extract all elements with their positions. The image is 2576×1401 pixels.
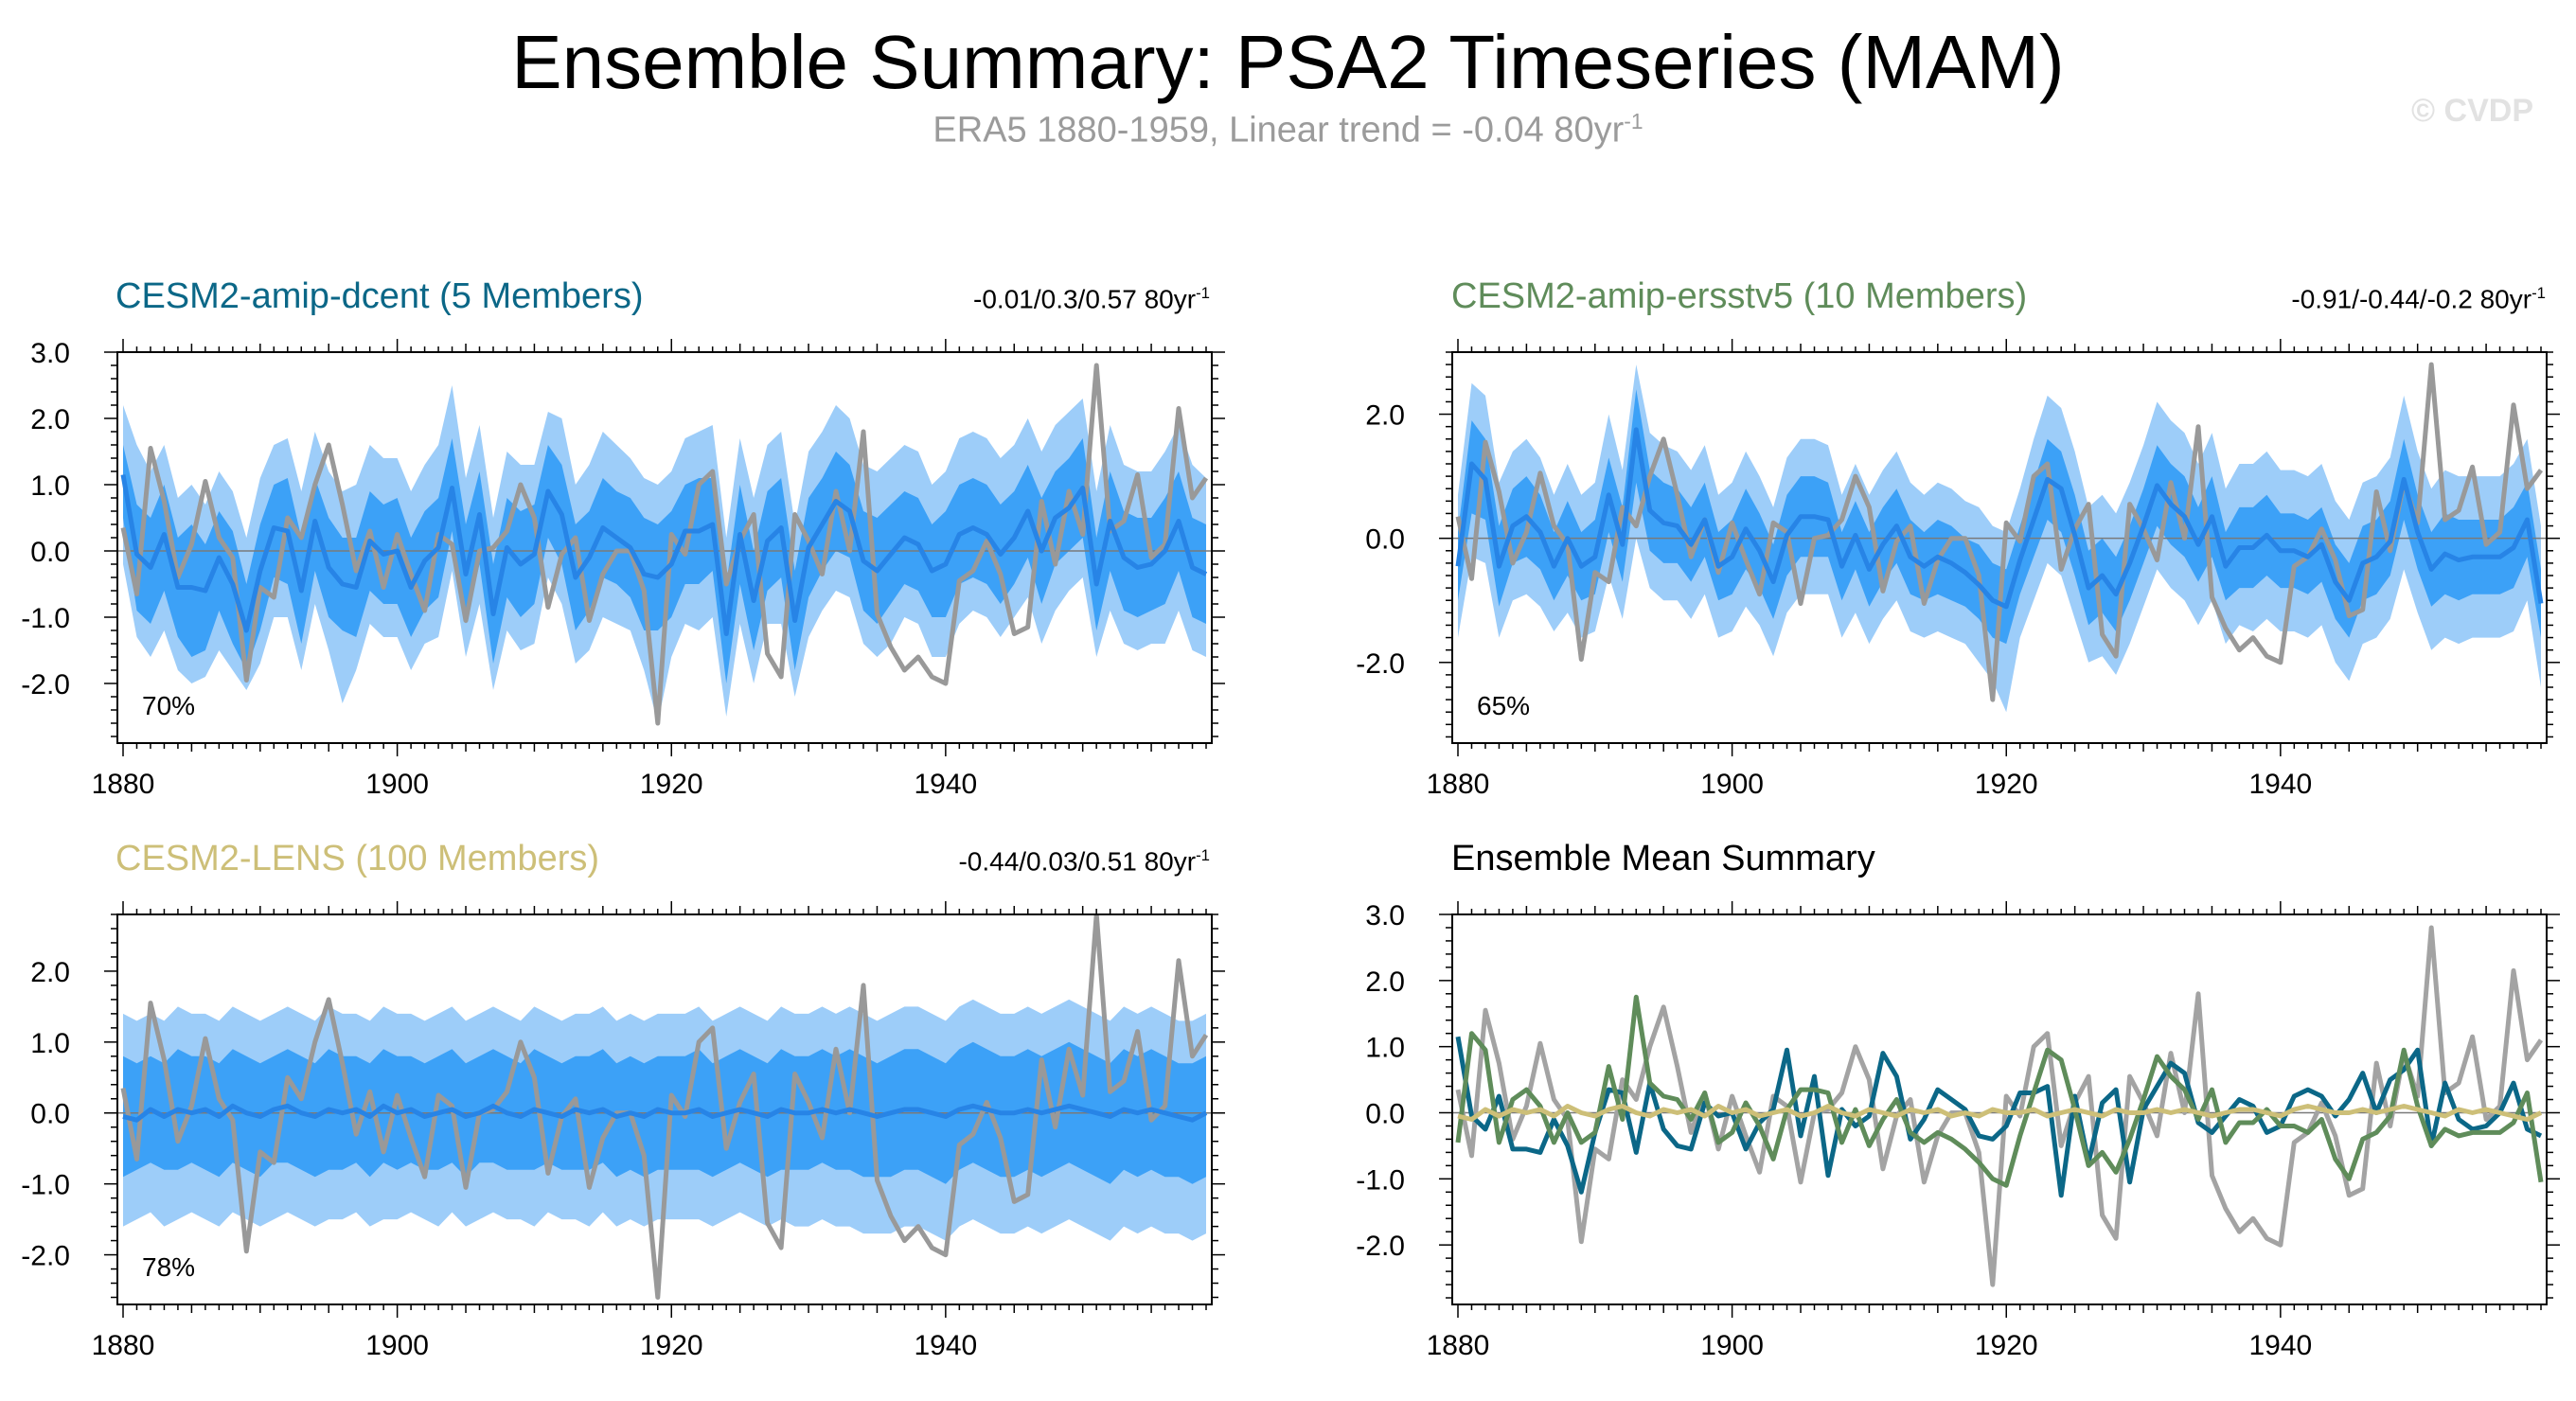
inner-spread-band (1458, 389, 2541, 645)
y-tick-label: 2.0 (30, 957, 70, 988)
observed-series-line (120, 363, 1209, 726)
ensemble-mean-line-ersstv5 (1455, 994, 2544, 1188)
ensemble-mean-line-lens (1457, 1104, 2543, 1122)
plot-area (117, 914, 1212, 1300)
plot-frame (1451, 351, 2548, 744)
x-tick-label: 1880 (1427, 1330, 1490, 1361)
y-tick-label: -2.0 (1356, 1231, 1405, 1262)
x-tick-label: 1940 (2248, 769, 2312, 800)
page-title: Ensemble Summary: PSA2 Timeseries (MAM) (511, 20, 2065, 104)
panel-title-text: Ensemble Mean Summary (1451, 839, 1875, 878)
x-tick-label: 1880 (92, 1330, 155, 1361)
panel-title-text: CESM2-amip-ersstv5 (10 Members) (1451, 276, 2028, 316)
y-tick-label: -1.0 (21, 603, 70, 634)
trend-text: -0.91/-0.44/-0.2 80yr (2291, 284, 2532, 314)
ensemble-mean-line-dcent (1455, 1036, 2543, 1198)
plot-frame (116, 351, 1213, 744)
y-tick-label: 0.0 (30, 537, 70, 568)
x-tick-label: 1900 (365, 1330, 429, 1361)
observed-series-line (120, 914, 1209, 1300)
panel-title-dcent: CESM2-amip-dcent (5 Members) (115, 276, 643, 317)
ensemble-mean-line (1455, 427, 2544, 610)
plot-area (1452, 925, 2547, 1287)
x-tick-label: 1940 (914, 769, 977, 800)
trend-text: -0.44/0.03/0.51 80yr (958, 846, 1197, 877)
panel-trend-lens: -0.44/0.03/0.51 80yr-1 (958, 846, 1210, 877)
x-tick-label: 1900 (365, 769, 429, 800)
inner-spread-band (123, 438, 1206, 683)
x-tick-label: 1880 (1427, 769, 1490, 800)
x-tick-label: 1920 (1975, 769, 2038, 800)
observed-series-line (1455, 925, 2544, 1287)
chart-ersstv5: 1880 1900 1920 1940 2.0 0.0 -2.0 65% (1356, 339, 2560, 800)
y-tick-label: 2.0 (30, 404, 70, 435)
plot-frame (1451, 913, 2548, 1305)
panel-title-summary: Ensemble Mean Summary (1451, 839, 1875, 879)
panel-title-lens: CESM2-LENS (100 Members) (115, 839, 599, 879)
panel-title-text: CESM2-LENS (100 Members) (115, 839, 600, 878)
y-tick-label: 1.0 (30, 1028, 70, 1059)
y-tick-label: -2.0 (21, 1241, 70, 1272)
y-tick-label: 0.0 (30, 1099, 70, 1130)
y-tick-label: 2.0 (1365, 400, 1405, 432)
x-tick-label: 1900 (1700, 1330, 1764, 1361)
trend-exponent: -1 (2532, 284, 2546, 302)
y-tick-label: 1.0 (30, 470, 70, 502)
y-tick-label: -1.0 (21, 1170, 70, 1201)
x-tick-label: 1880 (92, 769, 155, 800)
y-tick-label: -2.0 (1356, 648, 1405, 680)
x-tick-label: 1920 (1975, 1330, 2038, 1361)
y-tick-label: 3.0 (30, 338, 70, 369)
chart-dcent: 1880 1900 1920 1940 3.0 2.0 1.0 0.0 -1.0 -2.0 70% (21, 338, 1225, 800)
panel-trend-dcent: -0.01/0.3/0.57 80yr-1 (973, 284, 1210, 314)
percent-label: 78% (142, 1252, 195, 1282)
page-subtitle: ERA5 1880-1959, Linear trend = -0.04 80y… (0, 109, 2576, 151)
percent-label: 70% (142, 691, 195, 720)
panel-title-text: CESM2-amip-dcent (5 Members) (115, 276, 644, 316)
chart-summary: 1880 1900 1920 1940 3.0 2.0 1.0 0.0 -1.0 -2.0 (1356, 900, 2560, 1361)
percent-label: 65% (1477, 691, 1530, 720)
y-tick-label: 0.0 (1365, 1098, 1405, 1129)
x-tick-label: 1920 (640, 769, 703, 800)
trend-exponent: -1 (1196, 846, 1210, 864)
x-tick-label: 1940 (2248, 1330, 2312, 1361)
x-tick-label: 1940 (914, 1330, 977, 1361)
plot-area (1452, 362, 2547, 713)
panel-title-ersstv5: CESM2-amip-ersstv5 (10 Members) (1451, 276, 2027, 317)
y-tick-label: 3.0 (1365, 900, 1405, 931)
observed-series-line (1455, 362, 2544, 702)
y-tick-label: -2.0 (21, 669, 70, 700)
y-tick-label: 2.0 (1365, 967, 1405, 998)
y-tick-label: 0.0 (1365, 524, 1405, 556)
plot-frame (116, 913, 1213, 1305)
y-tick-label: 1.0 (1365, 1033, 1405, 1064)
copyright-watermark: © CVDP (2411, 93, 2533, 129)
trend-text: -0.01/0.3/0.57 80yr (973, 284, 1197, 314)
plot-area (117, 363, 1212, 726)
ensemble-mean-line (122, 1103, 1208, 1123)
subtitle-text: ERA5 1880-1959, Linear trend = -0.04 80y… (933, 110, 1625, 151)
ensemble-mean-line (120, 474, 1208, 636)
y-tick-label: -1.0 (1356, 1164, 1405, 1196)
panel-trend-ersstv5: -0.91/-0.44/-0.2 80yr-1 (2291, 284, 2546, 314)
chart-lens: 1880 1900 1920 1940 2.0 1.0 0.0 -1.0 -2.0 78% (21, 901, 1225, 1361)
x-tick-label: 1920 (640, 1330, 703, 1361)
x-tick-label: 1900 (1700, 769, 1764, 800)
subtitle-exponent: -1 (1624, 109, 1643, 133)
trend-exponent: -1 (1196, 284, 1210, 302)
